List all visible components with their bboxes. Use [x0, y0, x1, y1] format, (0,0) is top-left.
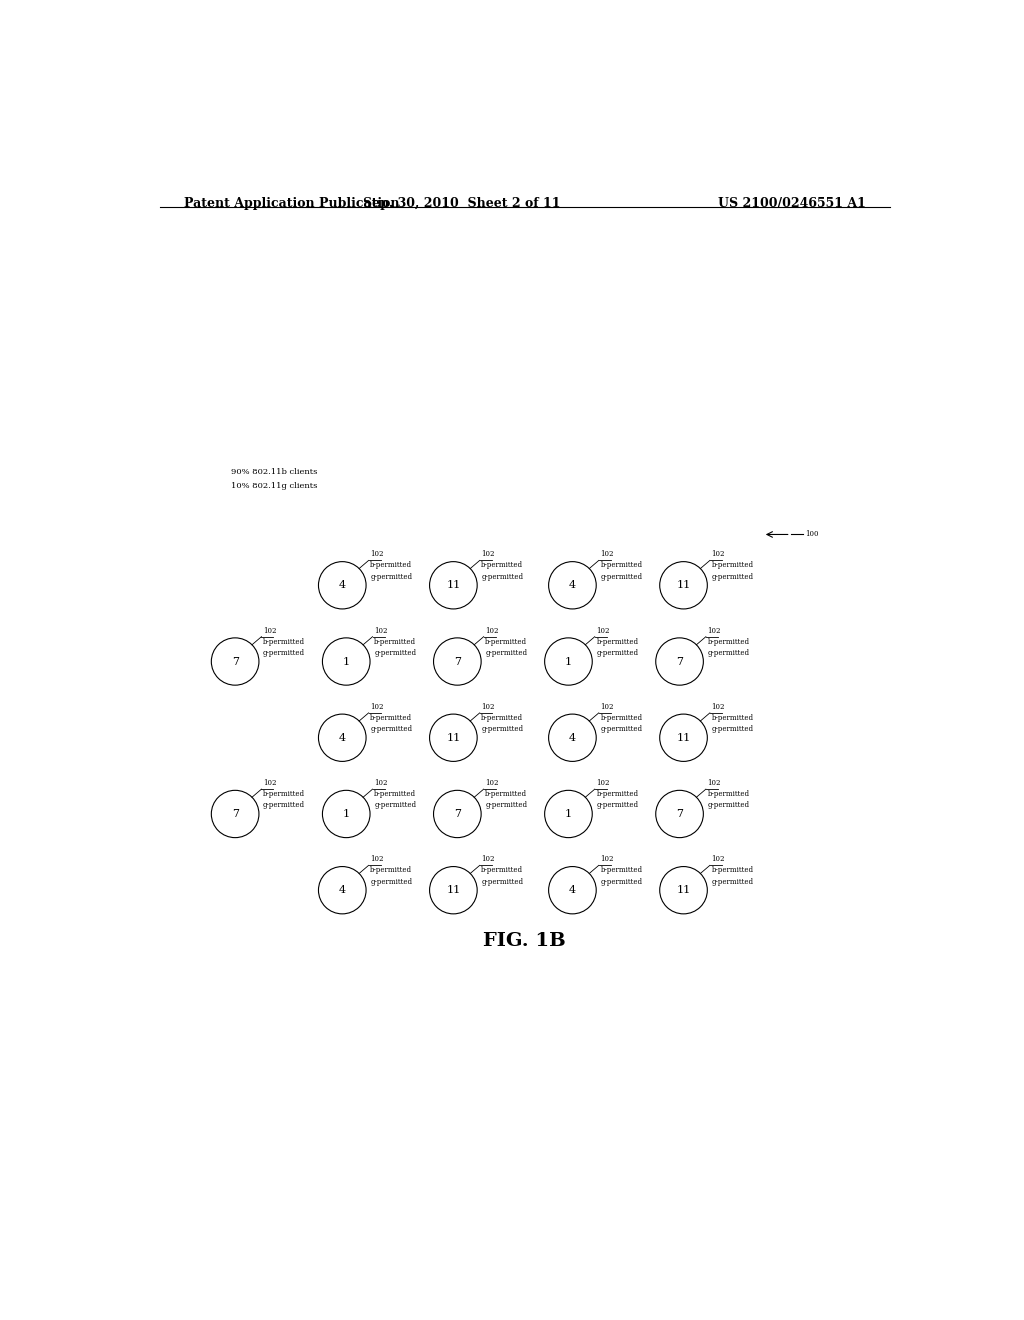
Text: 102: 102 [374, 627, 388, 635]
Text: 102: 102 [596, 779, 610, 787]
Text: 102: 102 [596, 627, 610, 635]
Text: 100: 100 [805, 531, 818, 539]
Text: 7: 7 [231, 656, 239, 667]
Text: 102: 102 [263, 779, 276, 787]
Text: g-permitted: g-permitted [263, 801, 305, 809]
Text: g-permitted: g-permitted [481, 725, 523, 733]
Text: 1: 1 [343, 656, 350, 667]
Text: 10% 802.11g clients: 10% 802.11g clients [231, 482, 317, 490]
Text: g-permitted: g-permitted [712, 573, 754, 581]
Text: b-permitted: b-permitted [481, 714, 523, 722]
Text: 102: 102 [600, 550, 613, 558]
Text: b-permitted: b-permitted [600, 714, 642, 722]
Text: g-permitted: g-permitted [481, 573, 523, 581]
Text: g-permitted: g-permitted [263, 649, 305, 657]
Text: 4: 4 [569, 581, 575, 590]
Text: 4: 4 [339, 886, 346, 895]
Text: b-permitted: b-permitted [374, 638, 416, 645]
Text: 11: 11 [677, 581, 690, 590]
Text: 102: 102 [712, 702, 725, 711]
Text: 11: 11 [446, 733, 461, 743]
Text: b-permitted: b-permitted [712, 714, 754, 722]
Text: g-permitted: g-permitted [596, 649, 638, 657]
Text: 11: 11 [446, 886, 461, 895]
Text: 7: 7 [454, 656, 461, 667]
Text: g-permitted: g-permitted [374, 649, 416, 657]
Text: 102: 102 [371, 550, 384, 558]
Text: b-permitted: b-permitted [708, 791, 750, 799]
Text: g-permitted: g-permitted [481, 878, 523, 886]
Text: b-permitted: b-permitted [263, 791, 305, 799]
Text: 102: 102 [485, 779, 499, 787]
Text: 11: 11 [446, 581, 461, 590]
Text: g-permitted: g-permitted [600, 725, 642, 733]
Text: b-permitted: b-permitted [600, 561, 642, 569]
Text: b-permitted: b-permitted [371, 561, 413, 569]
Text: 102: 102 [481, 550, 495, 558]
Text: 4: 4 [339, 733, 346, 743]
Text: 102: 102 [712, 855, 725, 863]
Text: 7: 7 [231, 809, 239, 818]
Text: 4: 4 [569, 886, 575, 895]
Text: b-permitted: b-permitted [371, 866, 413, 874]
Text: g-permitted: g-permitted [485, 801, 527, 809]
Text: b-permitted: b-permitted [596, 638, 638, 645]
Text: g-permitted: g-permitted [708, 649, 750, 657]
Text: b-permitted: b-permitted [485, 791, 527, 799]
Text: 7: 7 [676, 656, 683, 667]
Text: g-permitted: g-permitted [485, 649, 527, 657]
Text: 102: 102 [708, 779, 721, 787]
Text: 102: 102 [600, 702, 613, 711]
Text: 4: 4 [339, 581, 346, 590]
Text: g-permitted: g-permitted [708, 801, 750, 809]
Text: b-permitted: b-permitted [712, 561, 754, 569]
Text: 7: 7 [676, 809, 683, 818]
Text: g-permitted: g-permitted [600, 573, 642, 581]
Text: b-permitted: b-permitted [712, 866, 754, 874]
Text: g-permitted: g-permitted [600, 878, 642, 886]
Text: 102: 102 [263, 627, 276, 635]
Text: g-permitted: g-permitted [712, 878, 754, 886]
Text: 1: 1 [343, 809, 350, 818]
Text: 90% 802.11b clients: 90% 802.11b clients [231, 469, 317, 477]
Text: 102: 102 [371, 702, 384, 711]
Text: 102: 102 [712, 550, 725, 558]
Text: 102: 102 [374, 779, 388, 787]
Text: 102: 102 [371, 855, 384, 863]
Text: 102: 102 [485, 627, 499, 635]
Text: b-permitted: b-permitted [600, 866, 642, 874]
Text: g-permitted: g-permitted [374, 801, 416, 809]
Text: g-permitted: g-permitted [371, 573, 413, 581]
Text: b-permitted: b-permitted [371, 714, 413, 722]
Text: Patent Application Publication: Patent Application Publication [183, 197, 399, 210]
Text: 1: 1 [565, 656, 572, 667]
Text: 11: 11 [677, 733, 690, 743]
Text: g-permitted: g-permitted [712, 725, 754, 733]
Text: b-permitted: b-permitted [374, 791, 416, 799]
Text: g-permitted: g-permitted [371, 725, 413, 733]
Text: 7: 7 [454, 809, 461, 818]
Text: 102: 102 [481, 702, 495, 711]
Text: 102: 102 [708, 627, 721, 635]
Text: 4: 4 [569, 733, 575, 743]
Text: b-permitted: b-permitted [596, 791, 638, 799]
Text: 102: 102 [481, 855, 495, 863]
Text: 1: 1 [565, 809, 572, 818]
Text: b-permitted: b-permitted [708, 638, 750, 645]
Text: b-permitted: b-permitted [481, 561, 523, 569]
Text: b-permitted: b-permitted [263, 638, 305, 645]
Text: FIG. 1B: FIG. 1B [483, 932, 566, 950]
Text: g-permitted: g-permitted [596, 801, 638, 809]
Text: g-permitted: g-permitted [371, 878, 413, 886]
Text: 11: 11 [677, 886, 690, 895]
Text: Sep. 30, 2010  Sheet 2 of 11: Sep. 30, 2010 Sheet 2 of 11 [362, 197, 560, 210]
Text: b-permitted: b-permitted [481, 866, 523, 874]
Text: b-permitted: b-permitted [485, 638, 527, 645]
Text: 102: 102 [600, 855, 613, 863]
Text: US 2100/0246551 A1: US 2100/0246551 A1 [718, 197, 866, 210]
